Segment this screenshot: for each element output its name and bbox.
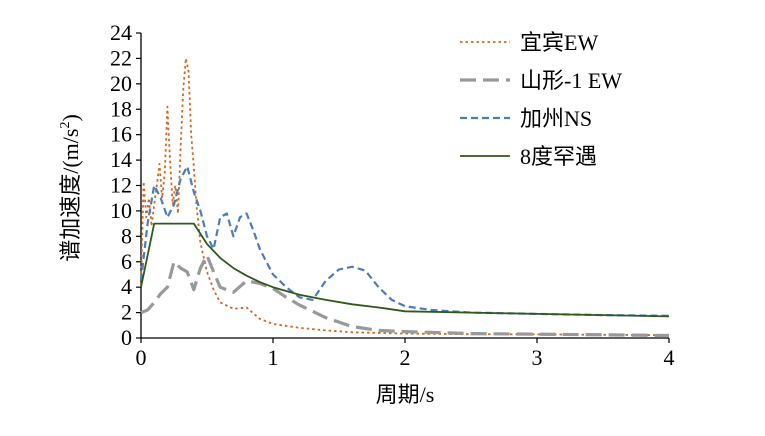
x-axis-title: 周期/s (376, 382, 435, 407)
series-line-2 (139, 165, 670, 317)
x-tick-label: 2 (400, 345, 411, 370)
y-tick-label: 24 (110, 20, 132, 45)
y-tick-label: 14 (110, 147, 132, 172)
legend-label-3: 8度罕遇 (520, 144, 597, 169)
y-tick-label: 22 (110, 45, 132, 70)
y-axis-title-superscript: 2 (58, 122, 73, 129)
y-tick-label: 2 (121, 300, 132, 325)
series-layer (139, 57, 670, 338)
series-line-3 (140, 222, 670, 318)
y-tick-label: 0 (121, 325, 132, 350)
y-tick-label: 12 (110, 173, 132, 198)
series-line-1 (140, 253, 670, 338)
y-tick-label: 4 (121, 274, 132, 299)
x-tick-labels: 0 1 2 3 4 (136, 345, 675, 370)
y-tick-label: 8 (121, 223, 132, 248)
series-line-0 (140, 57, 670, 337)
y-tick-label: 10 (110, 198, 132, 223)
legend-label-0: 宜宾EW (520, 30, 598, 55)
x-tick-label: 1 (268, 345, 279, 370)
y-axis-title-close: ) (58, 114, 83, 121)
y-axis-title-main: 谱加速度/(m/s (58, 129, 83, 262)
x-tick-label: 4 (664, 345, 675, 370)
x-tick-label: 0 (136, 345, 147, 370)
y-tick-label: 20 (110, 71, 132, 96)
y-axis-title: 谱加速度/(m/s2) (58, 114, 83, 262)
y-tick-label: 16 (110, 122, 132, 147)
y-tick-label: 18 (110, 96, 132, 121)
legend-label-1: 山形-1 EW (520, 68, 622, 93)
legend: 宜宾EW 山形-1 EW 加州NS 8度罕遇 (460, 30, 622, 169)
legend-label-2: 加州NS (520, 106, 592, 131)
y-tick-label: 6 (121, 249, 132, 274)
x-tick-label: 3 (532, 345, 543, 370)
